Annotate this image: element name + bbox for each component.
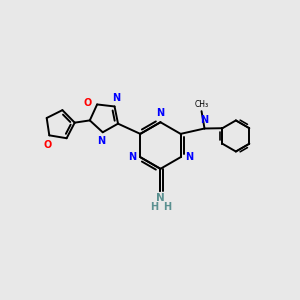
Text: N: N [156,193,165,203]
Text: O: O [84,98,92,108]
Text: CH₃: CH₃ [194,100,208,109]
Text: N: N [200,115,208,124]
Text: O: O [44,140,52,150]
Text: N: N [185,152,193,162]
Text: H: H [150,202,158,212]
Text: N: N [98,136,106,146]
Text: H: H [163,202,171,212]
Text: N: N [156,108,164,118]
Text: N: N [112,93,120,103]
Text: N: N [128,152,136,162]
